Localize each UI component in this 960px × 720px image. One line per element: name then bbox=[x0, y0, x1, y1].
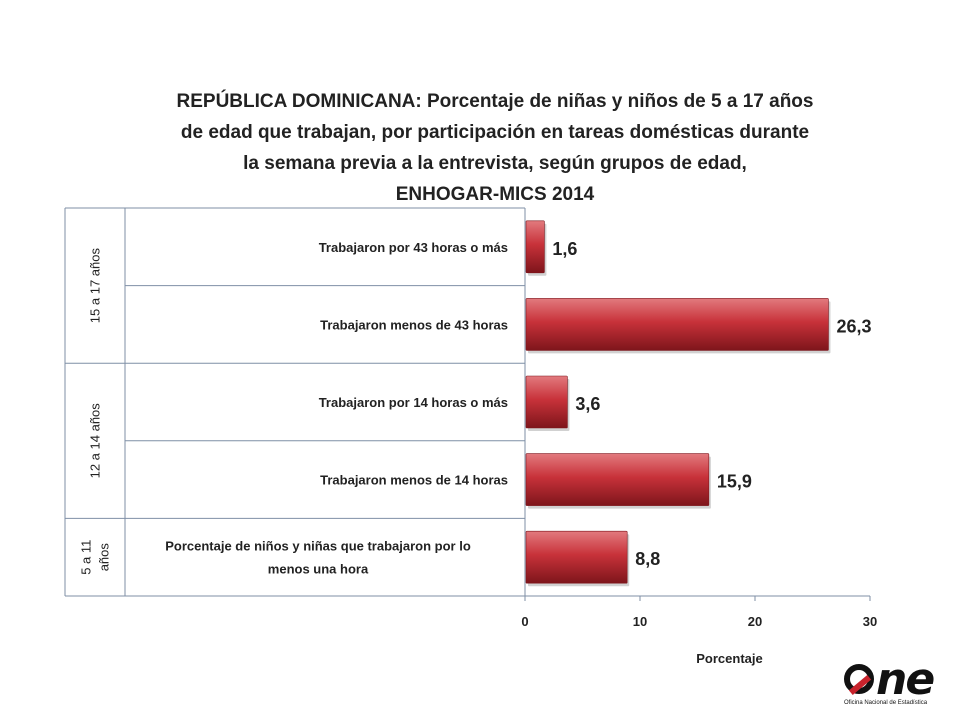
data-label: 1,6 bbox=[552, 239, 577, 259]
group-label: años bbox=[96, 543, 111, 572]
bar bbox=[525, 453, 710, 506]
data-label: 3,6 bbox=[575, 394, 600, 414]
x-tick-label: 10 bbox=[633, 614, 647, 629]
x-tick-label: 30 bbox=[863, 614, 877, 629]
x-tick-label: 0 bbox=[521, 614, 528, 629]
chart-title: REPÚBLICA DOMINICANA: Porcentaje de niña… bbox=[130, 86, 860, 210]
bar bbox=[525, 220, 545, 274]
one-logo: ne Oficina Nacional de Estadística bbox=[842, 654, 936, 712]
title-line: ENHOGAR-MICS 2014 bbox=[395, 184, 595, 205]
data-label: 15,9 bbox=[717, 472, 752, 492]
title-line: de edad que trabajan, por participación … bbox=[180, 122, 810, 143]
bar bbox=[525, 298, 829, 351]
category-label: menos una hora bbox=[268, 562, 369, 577]
group-label: 5 a 11 bbox=[78, 540, 93, 575]
category-label: Porcentaje de niños y niñas que trabajar… bbox=[165, 539, 471, 554]
x-axis-label: Porcentaje bbox=[696, 651, 762, 666]
logo-subtitle: Oficina Nacional de Estadística bbox=[844, 700, 928, 706]
bar bbox=[525, 530, 628, 584]
title-line: la semana previa a la entrevista, según … bbox=[243, 153, 747, 174]
category-label: Trabajaron por 43 horas o más bbox=[319, 240, 508, 255]
x-tick-label: 20 bbox=[748, 614, 762, 629]
group-label: 15 a 17 años bbox=[87, 248, 102, 324]
category-label: Trabajaron menos de 43 horas bbox=[320, 317, 508, 332]
title-line: REPÚBLICA DOMINICANA: Porcentaje de niña… bbox=[176, 91, 814, 112]
category-label: Trabajaron menos de 14 horas bbox=[320, 473, 508, 488]
group-label: 12 a 14 años bbox=[87, 403, 102, 479]
logo-word: ne bbox=[876, 654, 935, 705]
data-label: 8,8 bbox=[635, 549, 660, 569]
bar bbox=[525, 375, 568, 429]
category-label: Trabajaron por 14 horas o más bbox=[319, 395, 508, 410]
data-label: 26,3 bbox=[836, 316, 871, 336]
